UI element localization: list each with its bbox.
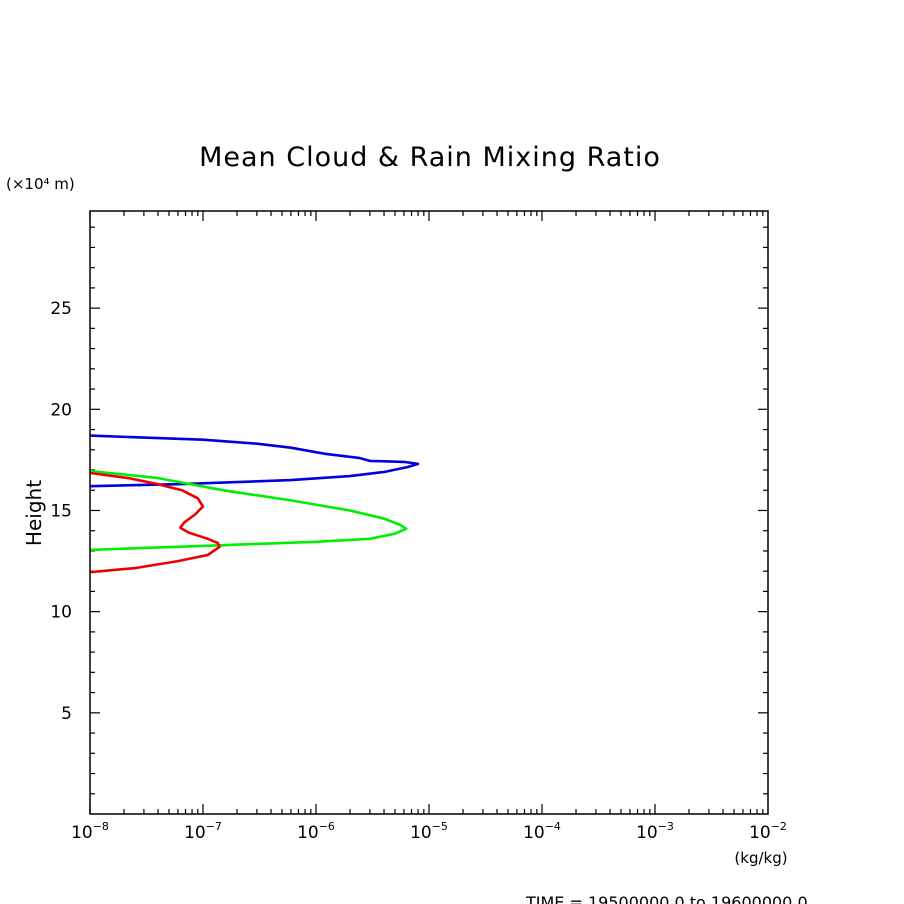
series-group	[90, 434, 420, 574]
x-tick-label: 10−2	[749, 820, 787, 843]
x-tick-labels: 10−8 10−7 10−6 10−5 10−4 10−3 10−2	[71, 820, 787, 843]
y-tick-label: 10	[50, 603, 72, 623]
series-line-3	[90, 471, 221, 574]
y-tick-label: 20	[50, 400, 72, 420]
y-tick-label: 25	[50, 299, 72, 319]
y-scale-label: (×10⁴ m)	[6, 175, 75, 193]
y-tick-label: 5	[61, 704, 72, 724]
plot-area	[90, 434, 420, 574]
x-axis-label: (kg/kg)	[734, 849, 787, 867]
chart-title: Mean Cloud & Rain Mixing Ratio	[199, 142, 661, 173]
y-tick-labels: 5 10 15 20 25	[50, 299, 72, 724]
y-tick-label: 15	[50, 501, 72, 521]
x-tick-label: 10−7	[184, 820, 222, 843]
axis-ticks	[89, 211, 768, 814]
x-tick-label: 10−5	[410, 820, 448, 843]
y-axis-label: Height	[22, 480, 46, 546]
time-range-label: TIME = 19500000.0 to 19600000.0	[525, 893, 808, 904]
x-tick-label: 10−3	[636, 820, 674, 843]
x-tick-label: 10−6	[297, 820, 335, 843]
series-line-1	[90, 434, 420, 488]
plot-frame	[89, 210, 769, 815]
x-tick-label: 10−4	[523, 820, 561, 843]
series-line-2	[90, 469, 408, 552]
x-tick-label: 10−8	[71, 820, 109, 843]
